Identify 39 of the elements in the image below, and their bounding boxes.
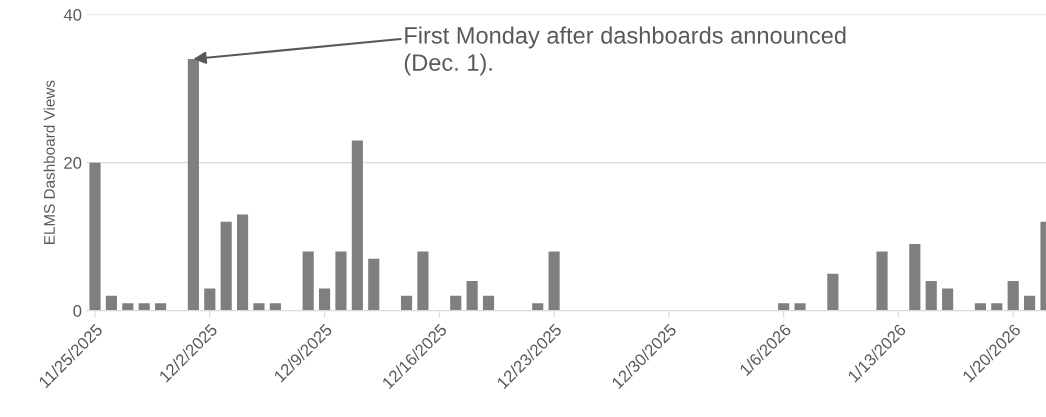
bar	[909, 244, 921, 311]
bar	[368, 258, 380, 311]
bar	[351, 140, 363, 311]
y-tick-label: 40	[63, 9, 82, 21]
bar	[400, 295, 413, 311]
annotation: First Monday after dashboards announced (Dec. 1).	[404, 26, 846, 76]
bar	[991, 303, 1003, 311]
bar	[318, 288, 331, 311]
bar	[220, 221, 232, 311]
bar	[942, 288, 954, 311]
bar	[450, 295, 462, 311]
bar	[974, 303, 986, 311]
bar	[105, 295, 117, 311]
bar	[827, 273, 839, 311]
bar	[155, 303, 167, 311]
bar	[1024, 295, 1036, 311]
bar	[925, 281, 937, 311]
bar	[89, 162, 101, 311]
bar	[548, 251, 560, 311]
bar	[122, 303, 134, 311]
bar	[876, 251, 888, 311]
bar	[335, 251, 347, 311]
bar	[417, 251, 429, 311]
bar	[253, 303, 265, 311]
bar	[204, 288, 216, 311]
y-tick-label: 20	[64, 157, 82, 169]
bar	[794, 303, 806, 311]
y-tick-label: 0	[73, 305, 82, 317]
bar	[482, 295, 495, 311]
bar	[466, 281, 478, 311]
bar	[532, 303, 544, 311]
bar	[187, 59, 199, 311]
bar	[237, 214, 249, 311]
bar	[778, 303, 790, 311]
bar	[1007, 281, 1019, 311]
bar	[302, 251, 314, 311]
bar	[269, 303, 281, 311]
bar	[138, 303, 150, 311]
y-axis-title: ELMS Dashboard Views	[43, 80, 55, 245]
